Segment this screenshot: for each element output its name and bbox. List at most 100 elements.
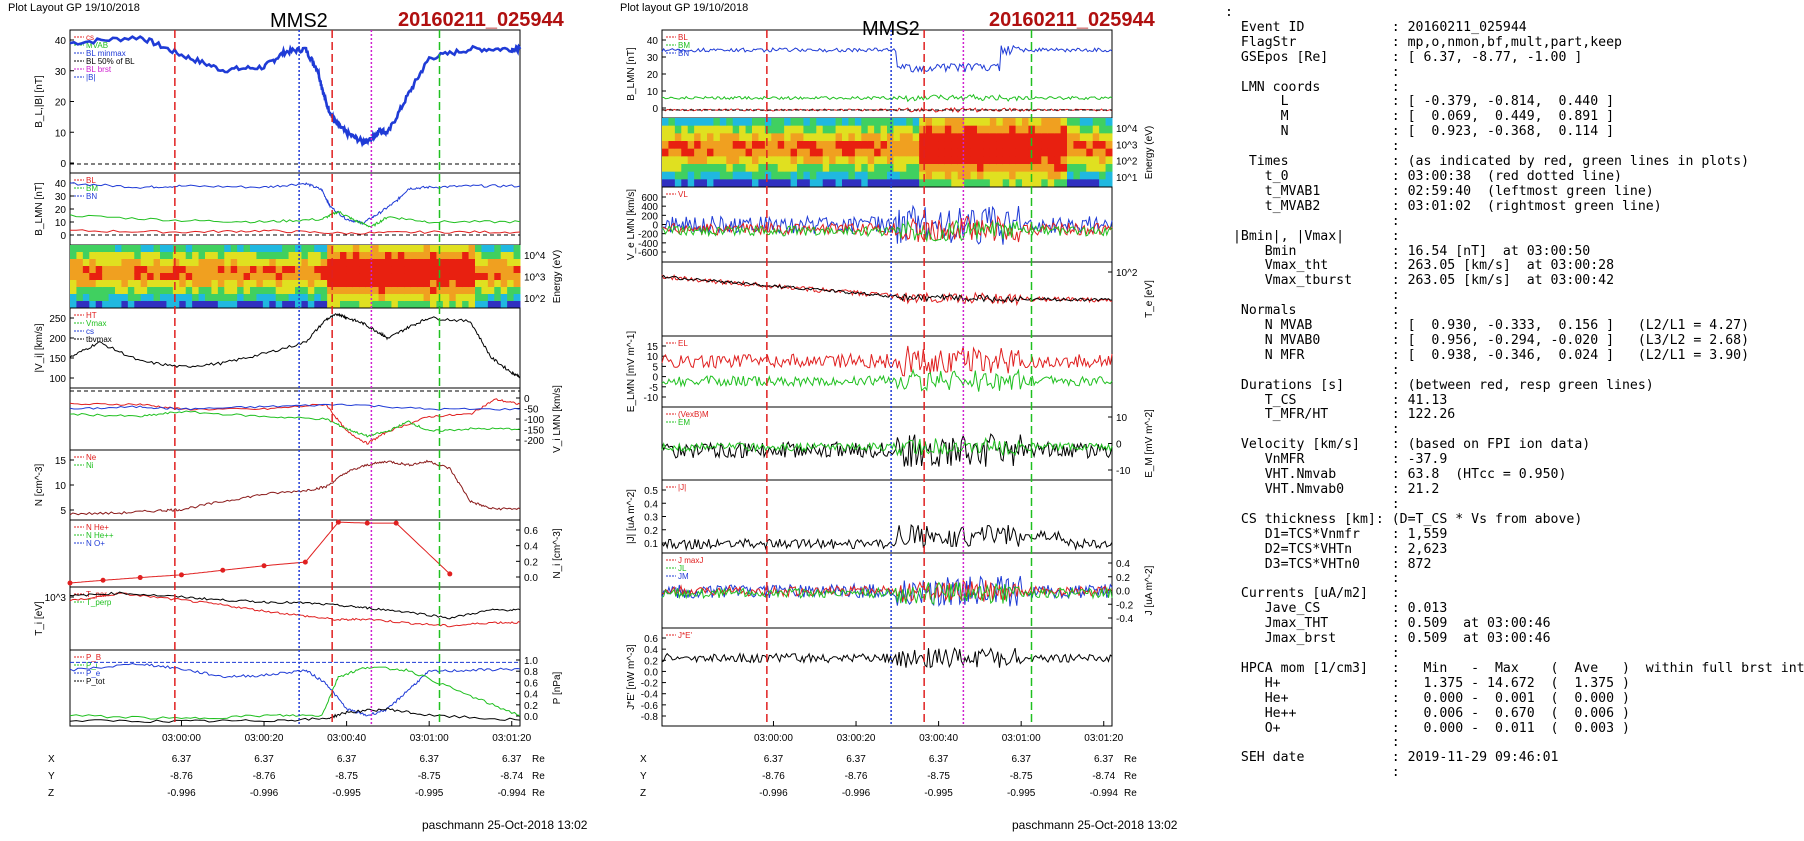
heatmap-cell [700,148,708,157]
y-tick-label: 40 [55,179,67,190]
heatmap-cell [76,259,84,267]
heatmap-cell [198,273,206,281]
heatmap-cell [102,287,110,295]
heatmap-cell [391,294,399,302]
heatmap-cell [1086,164,1094,173]
heatmap-cell [674,141,682,150]
heatmap-cell [230,294,238,302]
heatmap-cell [102,252,110,260]
heatmap-cell [507,252,515,260]
heatmap-cell [237,301,245,309]
heatmap-cell [970,133,978,142]
heatmap-cell [899,179,907,188]
heatmap-cell [198,266,206,274]
y-tick-label: 0 [524,394,530,405]
heatmap-cell [1092,148,1100,157]
x-tick-label: 03:01:20 [1084,733,1123,744]
position-row-label: Z [48,788,54,799]
heatmap-cell [1060,148,1068,157]
heatmap-cell [867,179,875,188]
heatmap-cell [404,273,412,281]
heatmap-cell [147,266,155,274]
heatmap-cell [205,273,212,281]
y-tick-label: 10 [55,128,67,139]
heatmap-cell [1047,125,1055,134]
heatmap-cell [513,280,521,288]
position-value: -8.76 [762,771,785,782]
heatmap-cell [867,141,875,150]
position-value: -8.74 [500,771,523,782]
heatmap-cell [1009,125,1017,134]
event-id-title-right: 20160211_025944 [989,9,1155,31]
heatmap-cell [115,245,122,253]
heatmap-cell [102,301,110,309]
heatmap-cell [282,301,290,309]
heatmap-cell [784,179,792,188]
heatmap-cell [108,266,116,274]
heatmap-cell [224,259,232,267]
heatmap-cell [301,294,309,302]
y-axis-label: J [uA m^-2] [1144,565,1155,615]
heatmap-cell [307,301,315,309]
heatmap-cell [771,179,779,188]
heatmap-cell [835,164,843,173]
heatmap-cell [365,259,373,267]
legend-entry: |J| [678,483,686,492]
heatmap-cell [462,301,470,309]
heatmap-cell [687,171,695,180]
heatmap-cell [172,252,180,260]
legend-entry: T_perp [86,598,112,607]
heatmap-cell [912,125,920,134]
heatmap-cell [1105,179,1113,188]
heatmap-cell [726,133,734,142]
heatmap-cell [147,301,155,309]
heatmap-cell [108,259,116,267]
heatmap-cell [816,156,824,165]
heatmap-cell [391,287,399,295]
heatmap-cell [217,252,225,260]
heatmap-cell [500,280,508,288]
heatmap-cell [397,301,405,309]
heatmap-cell [912,156,920,165]
series-line-bn [70,229,521,235]
y-tick-label: 0.6 [644,634,658,645]
heatmap-cell [829,179,837,188]
heatmap-cell [481,266,489,274]
legend-entry: JL [678,564,687,573]
heatmap-cell [1105,118,1113,127]
series-line [661,274,1113,303]
heatmap-cell [442,259,450,267]
heatmap-cell [115,301,122,309]
heatmap-cell [829,125,837,134]
heatmap-cell [803,148,811,157]
heatmap-cell [694,156,702,165]
heatmap-cell [777,125,785,134]
heatmap-cell [777,171,785,180]
heatmap-cell [919,118,927,127]
y-tick-label: 10 [647,87,659,98]
heatmap-cell [166,252,174,260]
data-point [302,559,308,565]
panel-frame [69,519,521,588]
heatmap-cell [192,294,200,302]
heatmap-cell [1015,148,1023,157]
heatmap-cell [739,164,747,173]
heatmap-cell [507,259,515,267]
heatmap-cell [752,171,759,180]
heatmap-cell [430,287,437,295]
heatmap-cell [269,259,277,267]
heatmap-cell [140,273,148,281]
heatmap-cell [662,179,669,188]
legend-entry: JM [678,572,689,581]
heatmap-cell [816,171,824,180]
y-tick-label: 0.4 [644,499,658,510]
heatmap-cell [153,266,161,274]
heatmap-cell [797,133,804,142]
heatmap-cell [468,266,476,274]
heatmap-cell [352,266,360,274]
heatmap-cell [1086,118,1094,127]
heatmap-cell [76,245,84,253]
legend-entry: BL brst [86,65,112,74]
heatmap-cell [481,252,489,260]
